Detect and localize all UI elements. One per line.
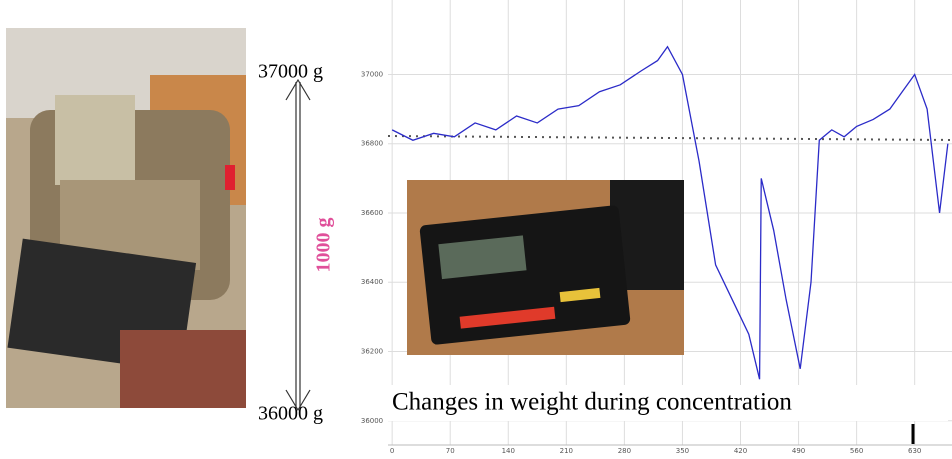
- caption: Changes in weight during concentration: [392, 389, 792, 416]
- x-tick-label: 0: [390, 447, 394, 455]
- bottom-label: 36000 g: [258, 403, 323, 425]
- x-tick-label: 420: [734, 447, 747, 455]
- y-tick-label: 36400: [361, 278, 383, 286]
- top-label: 37000 g: [258, 61, 323, 83]
- series: [391, 45, 949, 380]
- x-tick-label: 210: [560, 447, 573, 455]
- x-tick-label: 560: [850, 447, 863, 455]
- x-tick-label: 490: [792, 447, 805, 455]
- y-tick-label: 37000: [361, 70, 383, 78]
- x-tick-label: 350: [676, 447, 689, 455]
- x-tick-label: 70: [446, 447, 455, 455]
- y-tick-label: 36600: [361, 209, 383, 217]
- device-photo: [407, 180, 684, 355]
- data-line: [391, 45, 949, 380]
- y-tick-label: 36200: [361, 347, 383, 355]
- y-tick-label: 36000: [361, 417, 383, 425]
- y-tick-label: 36800: [361, 140, 383, 148]
- x-tick-label: 280: [618, 447, 631, 455]
- x-tick-label: 140: [502, 447, 515, 455]
- caption-background: [388, 385, 948, 421]
- chair-photo: [6, 28, 246, 408]
- x-tick-label: 630: [908, 447, 921, 455]
- span-label: 1000 g: [313, 218, 335, 273]
- trend-line: [387, 135, 952, 141]
- scale-arrow: [285, 78, 311, 412]
